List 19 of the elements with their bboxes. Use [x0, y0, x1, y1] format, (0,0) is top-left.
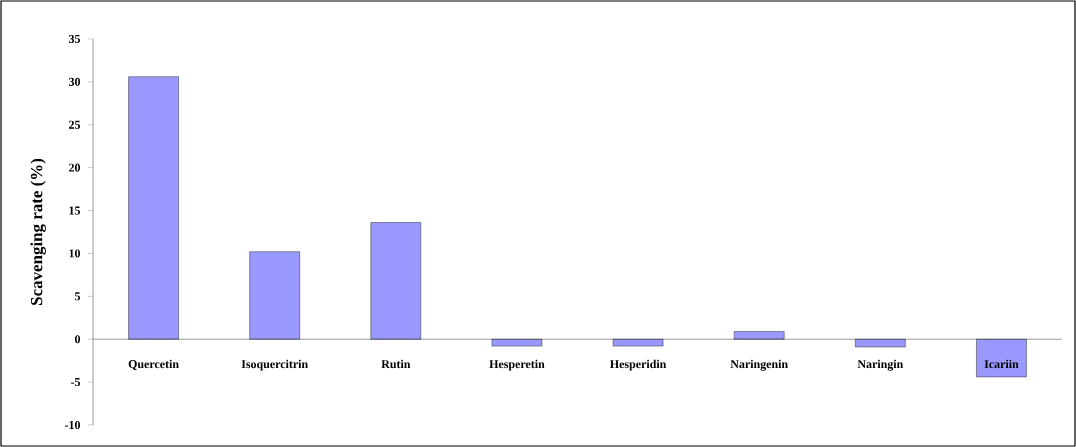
y-axis-title: Scavenging rate (%)	[30, 158, 46, 305]
x-tick-label: Rutin	[381, 359, 411, 369]
y-tick-label: 25	[69, 120, 81, 129]
y-tick-label: 30	[68, 77, 81, 86]
x-tick-label: Naringenin	[730, 359, 788, 371]
x-tick-label: Isoquercitrin	[241, 359, 308, 371]
y-tick-label: 15	[69, 206, 81, 215]
y-tick-label: 0	[74, 335, 81, 344]
x-tick-label: Icariin	[984, 359, 1019, 369]
y-tick-label: 35	[68, 34, 81, 43]
y-tick-label: -5	[70, 378, 81, 387]
y-tick-label: 10	[69, 249, 81, 258]
x-tick-label: Naringin	[857, 359, 904, 371]
x-tick-label: Quercetin	[128, 359, 179, 370]
x-tick-label: Hesperidin	[610, 359, 667, 371]
y-tick-label: 20	[69, 163, 81, 172]
y-tick-label: 5	[75, 292, 81, 301]
y-tick-label: -10	[64, 420, 81, 430]
x-tick-label: Hesperetin	[489, 359, 545, 371]
